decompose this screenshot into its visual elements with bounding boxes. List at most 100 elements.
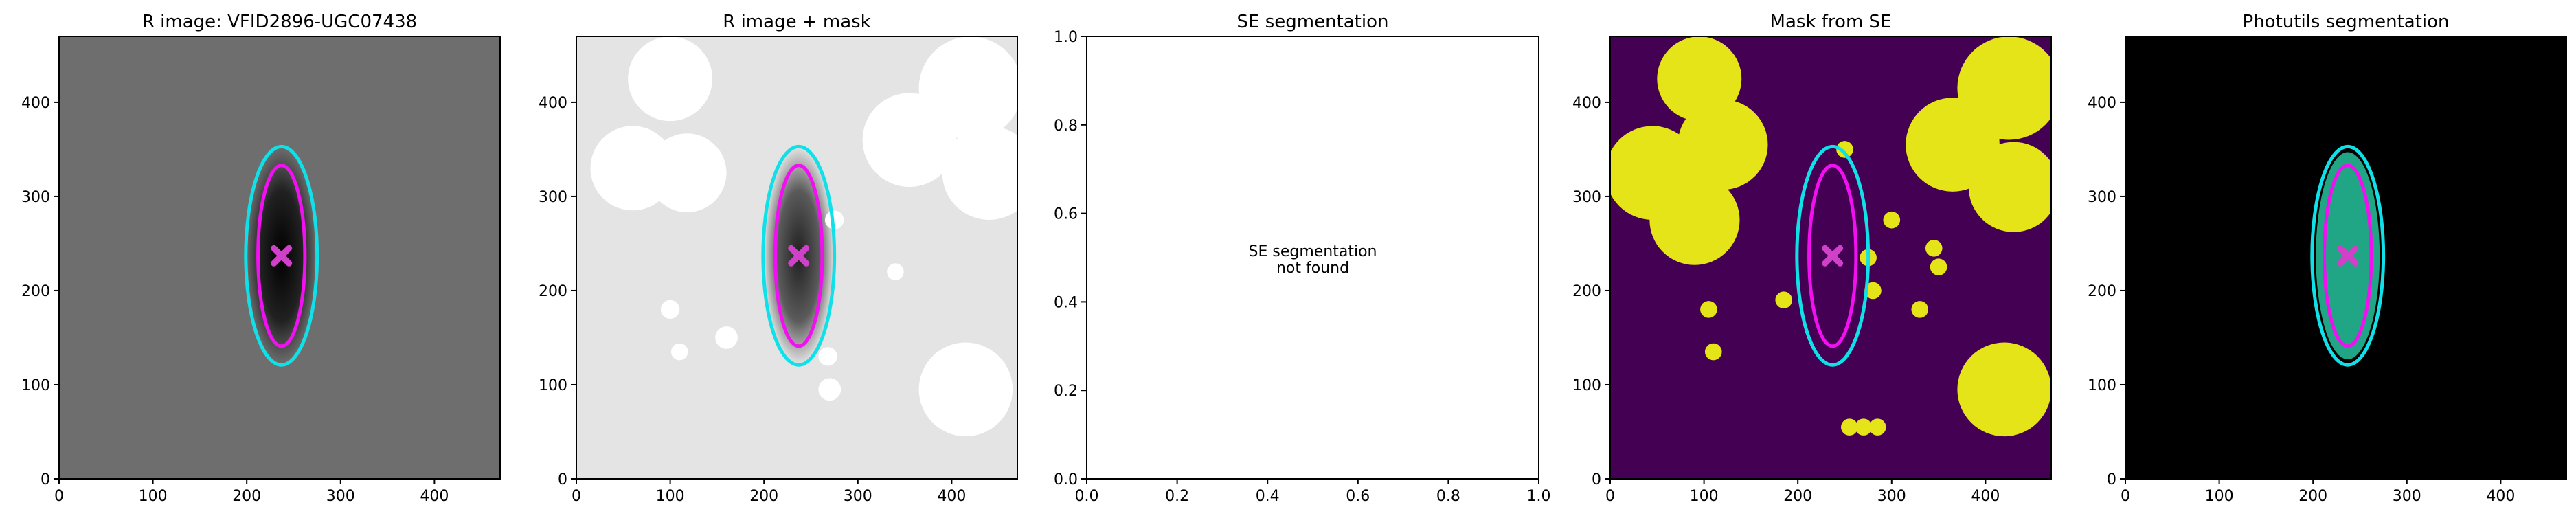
mask-circle [1968, 142, 2051, 232]
ellipse [244, 144, 319, 367]
x-tick-label: 0.8 [1436, 488, 1460, 505]
axes-frame [1609, 36, 2052, 480]
y-tick-label: 0 [558, 471, 567, 488]
mask-circle [818, 378, 841, 401]
plot-area [576, 36, 1017, 479]
mask-circle [918, 342, 1013, 437]
panel-title: R image: VFID2896-UGC07438 [142, 12, 417, 32]
plot-area [59, 36, 500, 479]
mask-circle [818, 347, 837, 366]
y-tick-label: 100 [21, 377, 50, 394]
mask-circle [1864, 282, 1882, 300]
mask-circle [824, 210, 844, 229]
x-tick-label: 0 [1605, 488, 1615, 505]
y-tick-label: 200 [2088, 283, 2116, 300]
y-tick-label: 0.6 [1054, 206, 1078, 223]
mask-circle [660, 300, 680, 319]
x-tick-label: 100 [1690, 488, 1719, 505]
x-tick-label: 300 [1877, 488, 1906, 505]
mask-circle [1700, 301, 1717, 318]
mask-circle [1677, 100, 1768, 190]
center-marker [2337, 245, 2359, 267]
mask-circle [670, 343, 688, 361]
mask-circle [1836, 141, 1853, 158]
mask-circle [1841, 418, 1858, 436]
y-tick-label: 400 [539, 95, 567, 112]
mask-circle [1775, 291, 1792, 308]
x-tick-label: 200 [1783, 488, 1812, 505]
y-tick-label: 200 [1572, 283, 1601, 300]
panel: R image: VFID2896-UGC07438 0 100 200 300 400 0… [21, 12, 501, 505]
ellipse [1807, 164, 1858, 348]
mask-circle [862, 93, 957, 188]
y-tick-label: 200 [539, 283, 567, 300]
mask-circle [628, 36, 713, 122]
x-tick-label: 300 [326, 488, 355, 505]
x-tick-label: 0 [2121, 488, 2130, 505]
x-tick-label: 0.2 [1165, 488, 1189, 505]
y-tick-label: 0.0 [1054, 471, 1078, 488]
y-tick-label: 300 [1572, 189, 1601, 206]
mask-circle [1930, 258, 1947, 275]
y-tick-label: 0.2 [1054, 383, 1078, 400]
panel: Mask from SE 0 100 200 300 400 0 100 200 300 400 [1572, 12, 2052, 505]
y-tick-label: 1.0 [1054, 29, 1078, 46]
x-tick-label: 400 [1971, 488, 2000, 505]
mask-circle [1957, 342, 2051, 437]
x-tick-label: 200 [749, 488, 778, 505]
panel-title: SE segmentation [1237, 12, 1389, 32]
ellipse [773, 164, 824, 348]
center-marker [788, 245, 810, 267]
axes-frame [58, 36, 501, 480]
y-tick-label: 300 [21, 189, 50, 206]
y-tick-label: 300 [2088, 189, 2116, 206]
panel: R image + mask 0 100 200 300 400 0 100 200 300 400 [539, 12, 1018, 505]
x-tick-label: 400 [420, 488, 449, 505]
panel: Photutils segmentation 0 100 200 300 400 0 100 2… [2088, 12, 2567, 505]
plot-area [1610, 36, 2051, 479]
annotation: SE segmentation [1249, 243, 1377, 260]
x-tick-label: 0.6 [1346, 488, 1370, 505]
mask-circle [715, 326, 738, 349]
mask-circle [1704, 343, 1722, 361]
y-tick-label: 0.8 [1054, 117, 1078, 135]
x-tick-label: 1.0 [1527, 488, 1551, 505]
ellipse [1795, 144, 1871, 367]
x-tick-label: 300 [2393, 488, 2421, 505]
y-tick-label: 400 [21, 95, 50, 112]
x-tick-label: 300 [844, 488, 872, 505]
y-tick-label: 400 [1572, 95, 1601, 112]
y-tick-label: 100 [2088, 377, 2116, 394]
annotation: not found [1276, 260, 1349, 277]
y-tick-label: 100 [539, 377, 567, 394]
x-tick-label: 100 [656, 488, 685, 505]
plot-area [2125, 36, 2566, 479]
axes-frame [2125, 36, 2567, 480]
mask-circle [1869, 418, 1886, 436]
x-tick-label: 100 [139, 488, 168, 505]
x-tick-label: 400 [937, 488, 966, 505]
mask-circle [942, 126, 1017, 220]
panel-title: Mask from SE [1770, 12, 1892, 32]
panel-title: Photutils segmentation [2243, 12, 2450, 32]
y-tick-label: 0 [1592, 471, 1601, 488]
x-tick-label: 100 [2205, 488, 2234, 505]
ellipse [761, 144, 837, 367]
ellipse [2310, 144, 2386, 367]
mask-circle [1855, 418, 1873, 436]
mask-circle [1925, 240, 1943, 257]
x-tick-label: 0 [54, 488, 64, 505]
y-tick-label: 0 [41, 471, 50, 488]
x-tick-label: 0.0 [1075, 488, 1099, 505]
y-tick-label: 100 [1572, 377, 1601, 394]
mask-circle [1911, 301, 1929, 318]
mask-circle [647, 133, 727, 213]
y-tick-label: 0 [2107, 471, 2116, 488]
y-tick-label: 300 [539, 189, 567, 206]
axes-frame [576, 36, 1018, 480]
axes-frame [1086, 36, 1539, 480]
panel-title: R image + mask [723, 12, 871, 32]
x-tick-label: 200 [232, 488, 261, 505]
